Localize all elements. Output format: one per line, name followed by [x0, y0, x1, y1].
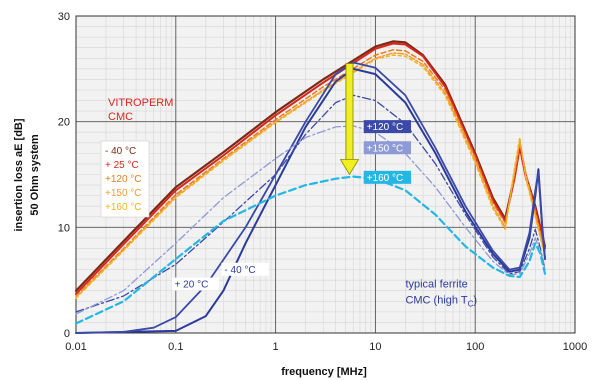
y-tick-label: 30	[58, 11, 70, 23]
annotation-ann-m40: - 40 °C	[224, 265, 255, 276]
temperature-legend-entry: +150 °C	[105, 188, 142, 199]
series-line-fe-p20	[75, 61, 546, 334]
series-line-vp-p160	[75, 54, 546, 299]
x-tick-label: 0.1	[168, 341, 183, 353]
y-tick-label: 10	[58, 222, 70, 234]
arrow-head	[339, 159, 360, 176]
x-axis-title: frequency [MHz]	[281, 366, 367, 378]
annotation-bg-ann-150	[363, 141, 412, 155]
ferrite-label-line2: CMC (high TC)	[405, 294, 477, 308]
annotation-ann-160: +160 °C	[367, 173, 404, 184]
temperature-legend-entry: +120 °C	[105, 174, 142, 185]
annotation-bg-ann-120	[363, 120, 412, 134]
temperature-legend-box	[100, 140, 150, 218]
arrow-shaft	[345, 63, 354, 161]
series-line-fe-p160	[74, 175, 547, 325]
annotation-bg-ann-p20	[171, 277, 219, 291]
annotation-bg-ann-m40	[221, 262, 269, 276]
series-line-vp-p150	[75, 52, 546, 298]
y-tick-label: 0	[64, 328, 70, 340]
x-tick-label: 100	[466, 341, 484, 353]
vitroperm-label: VITROPERM	[108, 97, 173, 109]
x-tick-label: 0.01	[65, 341, 86, 353]
vitroperm-label-cmc: CMC	[108, 111, 133, 123]
x-tick-label: 10	[369, 341, 381, 353]
annotation-bg-ann-160	[363, 170, 412, 184]
y-tick-label: 20	[58, 117, 70, 129]
temperature-legend-entry: + 25 °C	[105, 160, 139, 171]
y-axis-title-line1: insertion loss aE [dB]	[13, 118, 25, 231]
temperature-legend-entry: +160 °C	[105, 202, 142, 213]
plot-area: 0.01 0.1 1 10 100 1000 0 10 20 30 VITROPERM CMC - 40…	[58, 11, 587, 353]
annotation-ann-p20: + 20 °C	[175, 280, 209, 291]
x-tick-label: 1	[273, 341, 279, 353]
y-axis-title-line2: 50 Ohm system	[29, 134, 41, 216]
x-tick-label: 1000	[563, 341, 587, 353]
temperature-legend-entry: - 40 °C	[105, 146, 136, 157]
annotation-ann-120: +120 °C	[367, 122, 404, 133]
ferrite-label: typical ferrite	[405, 279, 467, 291]
annotation-ann-150: +150 °C	[367, 143, 404, 154]
plot-frame	[75, 15, 576, 334]
